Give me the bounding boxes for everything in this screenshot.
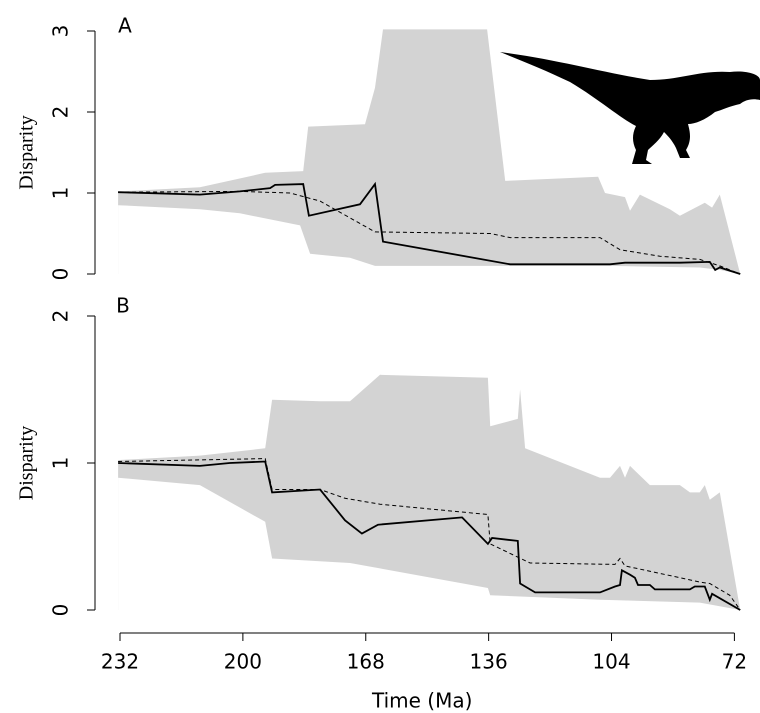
y-tick-label: 0 — [49, 604, 73, 617]
y-axis-label: Disparity — [16, 426, 38, 500]
panel-label: A — [118, 14, 132, 38]
x-tick-label: 104 — [592, 650, 630, 674]
x-tick-label: 136 — [470, 650, 508, 674]
envelope-upper — [118, 374, 741, 610]
y-tick-label: 3 — [49, 25, 73, 38]
observed-line — [118, 181, 741, 275]
panel-label: B — [116, 294, 130, 318]
envelope-lower — [118, 205, 741, 277]
x-tick-label: 72 — [722, 650, 747, 674]
envelope-lower — [118, 477, 741, 613]
expected-line — [118, 458, 741, 611]
envelope-upper — [118, 29, 741, 275]
y-tick-label: 2 — [49, 106, 73, 119]
expected-line — [118, 190, 741, 275]
y-tick-label: 2 — [49, 310, 73, 323]
observed-line — [118, 460, 741, 611]
y-axis-label: Disparity — [16, 115, 38, 189]
x-axis-label: Time (Ma) — [371, 689, 472, 713]
y-tick-label: 0 — [49, 268, 73, 281]
x-tick-label: 200 — [224, 650, 262, 674]
x-tick-label: 232 — [101, 650, 139, 674]
dinosaur-silhouette — [500, 52, 760, 164]
x-tick-label: 168 — [347, 650, 385, 674]
y-tick-label: 1 — [49, 457, 73, 470]
y-tick-label: 1 — [49, 187, 73, 200]
